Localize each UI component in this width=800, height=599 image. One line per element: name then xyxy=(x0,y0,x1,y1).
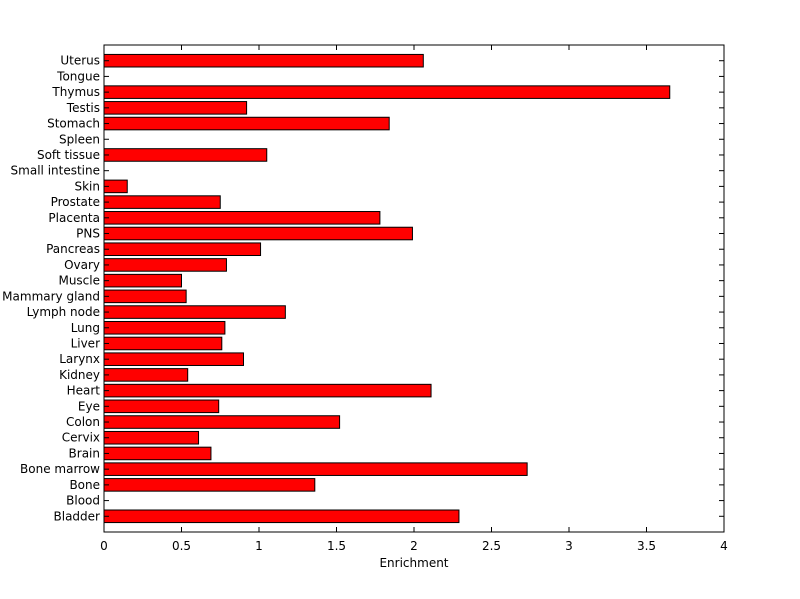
bar-placenta xyxy=(103,211,381,225)
category-label: Prostate xyxy=(51,195,100,209)
bar-larynx xyxy=(103,352,244,366)
x-axis-label: Enrichment xyxy=(379,556,448,570)
bar-ovary xyxy=(103,258,227,272)
category-label: Testis xyxy=(66,101,100,115)
bar-testis xyxy=(103,101,248,115)
category-label: Soft tissue xyxy=(37,148,100,162)
x-tick-label: 1.5 xyxy=(327,539,346,553)
category-label: Heart xyxy=(67,384,101,398)
bar-bone-marrow xyxy=(103,462,528,476)
category-label: Larynx xyxy=(59,352,100,366)
bar-pns xyxy=(103,226,413,241)
bar-lung xyxy=(103,320,226,335)
category-label: Small intestine xyxy=(11,164,100,178)
category-label: Brain xyxy=(69,446,100,460)
category-label: Eye xyxy=(78,399,100,413)
x-tick-label: 2 xyxy=(410,539,418,553)
axes-box xyxy=(103,44,725,533)
x-tick-label: 4 xyxy=(720,539,728,553)
bar-mammary-gland xyxy=(103,289,187,304)
category-label: Lymph node xyxy=(27,305,100,319)
bar-colon xyxy=(103,415,341,429)
bar-brain xyxy=(103,446,212,461)
category-label: Bone xyxy=(69,478,100,492)
bar-bladder xyxy=(103,509,460,524)
x-tick-label: 1 xyxy=(255,539,263,553)
category-label: Mammary gland xyxy=(2,289,100,303)
x-tick-label: 0 xyxy=(100,539,108,553)
category-label: Uterus xyxy=(60,54,100,68)
category-label: Thymus xyxy=(51,85,100,99)
ticks-group xyxy=(103,45,725,532)
category-label: Bladder xyxy=(54,509,101,523)
category-label: Placenta xyxy=(48,211,100,225)
bar-stomach xyxy=(103,116,390,131)
x-tick-label: 3.5 xyxy=(637,539,656,553)
category-label: Stomach xyxy=(47,117,100,131)
bar-eye xyxy=(103,399,220,414)
bar-soft-tissue xyxy=(103,148,268,162)
category-label: PNS xyxy=(76,227,100,241)
bar-muscle xyxy=(103,273,182,288)
category-label: Liver xyxy=(71,336,101,350)
bar-cervix xyxy=(103,430,200,445)
bar-pancreas xyxy=(103,242,262,257)
category-label: Bone marrow xyxy=(20,462,100,476)
bar-bone xyxy=(103,478,316,492)
category-label: Kidney xyxy=(59,368,100,382)
category-label: Ovary xyxy=(64,258,100,272)
category-label: Spleen xyxy=(59,132,100,146)
x-tick-label: 2.5 xyxy=(482,539,501,553)
bar-liver xyxy=(103,336,223,351)
x-tick-label: 0.5 xyxy=(172,539,191,553)
category-label: Colon xyxy=(66,415,100,429)
category-label: Tongue xyxy=(56,69,100,83)
category-label: Muscle xyxy=(58,274,100,288)
category-label: Blood xyxy=(66,494,100,508)
bar-heart xyxy=(103,383,432,398)
bar-uterus xyxy=(103,53,424,68)
bar-thymus xyxy=(103,85,671,99)
bar-lymph-node xyxy=(103,305,286,319)
category-label: Lung xyxy=(71,321,100,335)
x-tick-labels-group: 0 0.5 1 1.5 2 2.5 3 3.5 4 xyxy=(100,539,728,553)
category-label: Cervix xyxy=(62,431,100,445)
category-label: Pancreas xyxy=(46,242,100,256)
bar-prostate xyxy=(103,195,221,209)
category-label: Skin xyxy=(74,179,100,193)
bar-kidney xyxy=(103,368,189,382)
x-tick-label: 3 xyxy=(565,539,573,553)
